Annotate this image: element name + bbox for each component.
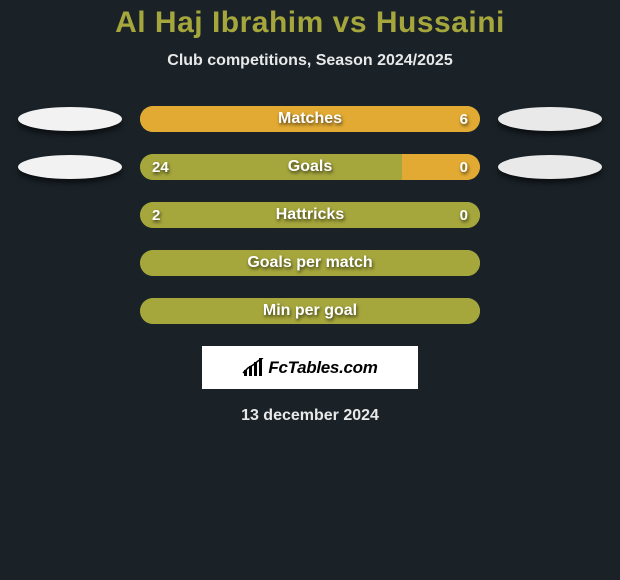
stat-label: Min per goal <box>140 298 480 324</box>
chart-icon <box>242 358 264 378</box>
avatar-slot-left <box>15 107 125 131</box>
comparison-card: Al Haj Ibrahim vs Hussaini Club competit… <box>0 0 620 425</box>
stat-row: 20Hattricks <box>0 202 620 228</box>
player-avatar-left <box>18 107 122 131</box>
stat-row: Goals per match <box>0 250 620 276</box>
stat-label: Matches <box>140 106 480 132</box>
stat-row: Min per goal <box>0 298 620 324</box>
stat-bar: 6Matches <box>140 106 480 132</box>
player-avatar-right <box>498 107 602 131</box>
brand-box[interactable]: FcTables.com <box>202 346 418 389</box>
brand-text: FcTables.com <box>268 358 377 378</box>
stat-bar: Goals per match <box>140 250 480 276</box>
player-avatar-right <box>498 155 602 179</box>
stat-label: Goals <box>140 154 480 180</box>
page-title: Al Haj Ibrahim vs Hussaini <box>0 6 620 40</box>
stat-row: 6Matches <box>0 106 620 132</box>
stat-bar: Min per goal <box>140 298 480 324</box>
player-avatar-left <box>18 155 122 179</box>
avatar-slot-right <box>495 155 605 179</box>
date-text: 13 december 2024 <box>0 407 620 425</box>
stat-label: Goals per match <box>140 250 480 276</box>
subtitle: Club competitions, Season 2024/2025 <box>0 52 620 70</box>
stat-row: 240Goals <box>0 154 620 180</box>
stat-rows: 6Matches 240Goals 20Hattricks Goals per mat… <box>0 106 620 324</box>
avatar-slot-left <box>15 155 125 179</box>
stat-bar: 20Hattricks <box>140 202 480 228</box>
stat-bar: 240Goals <box>140 154 480 180</box>
stat-label: Hattricks <box>140 202 480 228</box>
avatar-slot-right <box>495 107 605 131</box>
